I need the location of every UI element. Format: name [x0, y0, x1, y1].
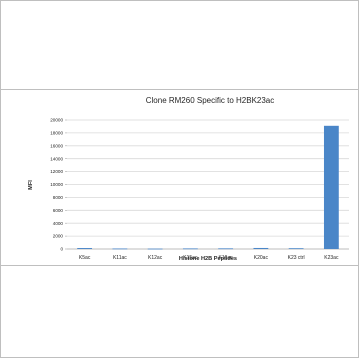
y-tick-label: 6000: [53, 208, 64, 213]
bar-k11ac: [112, 248, 128, 250]
x-category-label: K15ac: [183, 255, 198, 261]
x-category-labels: K5ac K11ac K12ac K15ac K16ac K20ac K23 ctrl K23…: [79, 255, 339, 261]
bar-k15ac: [182, 248, 198, 250]
gridlines: [65, 119, 349, 250]
x-category-label: K23ac: [324, 255, 339, 261]
y-tick-label: 20000: [50, 118, 63, 123]
y-tick-label: 16000: [50, 143, 63, 148]
y-tick-label: 18000: [50, 131, 63, 136]
bars: [77, 125, 339, 250]
y-tick-label: 0: [60, 247, 63, 252]
y-tick-label: 4000: [53, 221, 64, 226]
x-category-label: K11ac: [113, 255, 127, 261]
chart-panel: Clone RM260 Specific to H2BK23ac 0 2000 40…: [1, 89, 358, 266]
bar-chart: Clone RM260 Specific to H2BK23ac 0 2000 40…: [28, 96, 349, 262]
bar-k5ac: [77, 248, 93, 249]
x-category-label: K20ac: [254, 255, 269, 261]
bar-k23ac: [323, 125, 339, 249]
x-category-label: K16ac: [219, 255, 234, 261]
y-axis-title: MFI: [28, 180, 34, 190]
x-category-label: K12ac: [148, 255, 163, 261]
y-tick-label: 2000: [53, 234, 64, 239]
y-tick-label: 14000: [50, 156, 63, 161]
y-tick-label: 8000: [53, 195, 64, 200]
x-category-label: K23 ctrl: [288, 255, 305, 261]
bar-k16ac: [218, 248, 234, 250]
y-tick-label: 12000: [50, 169, 63, 174]
y-tick-label: 10000: [50, 182, 63, 187]
x-category-label: K5ac: [79, 255, 91, 261]
bar-k20ac: [253, 247, 269, 249]
bar-k12ac: [147, 248, 163, 250]
x-axis-title: Histone H2B Peptides: [179, 256, 237, 262]
y-tick-labels: 0 2000 4000 6000 8000 10000 12000 14000 16000 180…: [50, 118, 63, 252]
bar-k23-ctrl: [288, 248, 304, 250]
chart-title: Clone RM260 Specific to H2BK23ac: [146, 96, 275, 105]
